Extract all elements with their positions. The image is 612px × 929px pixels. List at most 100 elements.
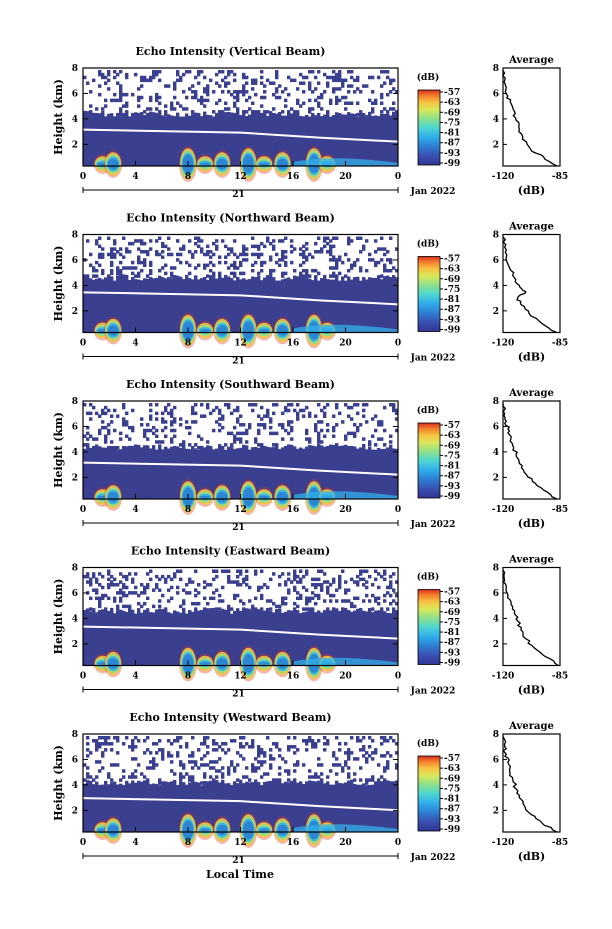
panel-5: Echo Intensity (Westward Beam)2468Height… [52,711,568,866]
echo-cell [278,748,282,752]
x-tick-label: 12 [234,838,247,848]
echo-cell [218,113,222,166]
colorbar-tick-label: -69 [444,108,460,118]
echo-cell [179,276,183,333]
echo-cell [338,580,342,584]
echo-cell [389,444,393,499]
echo-cell [158,444,162,499]
echo-cell [161,449,165,499]
echo-cell [107,70,111,74]
echo-cell [101,593,105,598]
echo-cell [119,591,123,595]
echo-cell [287,431,291,436]
echo-cell [323,580,327,584]
echo-cell [173,739,177,743]
echo-cell [308,81,312,85]
echo-cell [224,569,228,573]
echo-cell [302,252,306,257]
echo-cell [314,250,318,254]
echo-cell [317,250,321,254]
echo-cell [356,87,360,91]
echo-cell [125,604,129,609]
echo-cell [260,417,264,421]
echo-cell [227,604,231,609]
echo-cell [290,780,294,832]
echo-cell [320,778,324,782]
echo-cell [110,113,114,166]
echo-cell [356,276,360,333]
echo-cell [212,90,216,94]
echo-cell [311,445,315,499]
echo-cell [374,596,378,601]
echo-cell [347,258,351,262]
echo-cell [338,75,342,80]
echo-cell [167,236,171,240]
echo-cell [377,260,381,265]
echo-cell [323,572,327,576]
echo-cell [380,754,384,758]
echo-cell [149,75,153,80]
echo-cell [332,274,336,278]
echo-cell [362,115,366,166]
echo-cell [341,613,345,666]
echo-cell [218,757,222,761]
colorbar-tick-label: -81 [444,462,460,472]
echo-cell [218,255,222,259]
echo-cell [215,448,219,499]
echo-cell [335,263,339,268]
echo-cell [98,255,102,259]
echo-cell [362,754,366,758]
echo-cell [206,736,210,740]
echo-cell [254,277,258,281]
echo-cell [230,271,234,276]
echo-cell [371,258,375,262]
echo-cell [263,445,267,499]
echo-cell [356,736,360,740]
echo-cell [374,781,378,832]
echo-cell [344,274,348,278]
echo-cell [308,607,312,611]
echo-cell [203,607,207,611]
echo-cell [113,428,117,433]
echo-cell [173,572,177,576]
echo-cell [260,95,264,100]
echo-cell [266,411,270,416]
echo-cell [125,247,129,251]
echo-cell [221,779,225,832]
echo-cell [113,255,117,259]
echo-cell [386,110,390,114]
echo-cell [281,757,285,761]
echo-cell [161,277,165,333]
echo-cell [305,446,309,499]
echo-cell [356,75,360,80]
echo-cell [221,775,225,779]
echo-cell [125,250,129,254]
echo-cell [371,751,375,755]
echo-cell [347,84,351,88]
echo-cell [362,745,366,749]
echo-cell [104,75,108,80]
echo-cell [161,428,165,433]
echo-cell [212,739,216,743]
echo-cell [95,742,99,746]
echo-cell [314,87,318,91]
echo-cell [314,98,318,103]
echo-cell [128,572,132,576]
echo-cell [290,113,294,166]
echo-cell [320,247,324,251]
echo-cell [92,574,96,579]
echo-cell [359,748,363,752]
echo-cell [314,268,318,273]
echo-cell [170,585,174,590]
echo-cell [350,611,354,666]
echo-cell [266,585,270,590]
echo-cell [332,266,336,270]
echo-cell [380,437,384,441]
echo-cell [392,607,396,611]
echo-cell [233,425,237,430]
echo-cell [146,428,150,433]
echo-burst [242,820,254,840]
echo-cell [101,411,105,416]
echo-burst [199,828,211,832]
echo-cell [89,447,93,499]
